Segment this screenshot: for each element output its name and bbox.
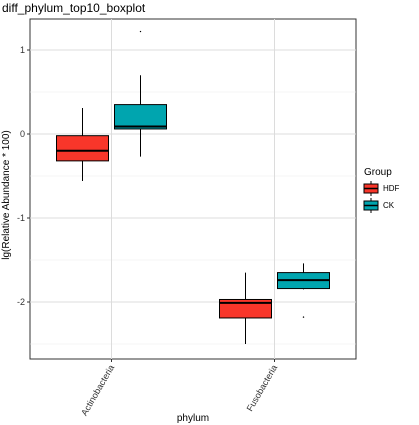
- legend-key-HDF: [363, 181, 379, 196]
- x-tick-label: Fusobacteria: [245, 363, 280, 413]
- box-CK-Actinobacteria: [114, 30, 167, 157]
- outlier-point: [139, 30, 142, 33]
- x-axis-title: phylum: [177, 413, 209, 424]
- y-axis: -2 -1 0 1: [17, 45, 30, 307]
- iqr-box: [56, 135, 109, 162]
- y-tick-label: 0: [20, 129, 25, 139]
- legend-label: CK: [383, 201, 395, 210]
- outlier-point: [302, 316, 305, 318]
- x-tick-label: Actinobacteria: [79, 363, 116, 417]
- y-tick-label: -2: [17, 297, 25, 307]
- y-tick-label: 1: [20, 45, 25, 55]
- box-HDF-Actinobacteria: [56, 107, 109, 182]
- panel-border: [29, 18, 357, 360]
- box-CK-Fusobacteria: [277, 263, 330, 318]
- legend-label: HDF: [383, 184, 400, 193]
- y-axis-title: lg(Relative Abundance * 100): [1, 130, 12, 260]
- iqr-box: [219, 298, 272, 319]
- legend-key-CK: [363, 198, 379, 213]
- y-tick-label: -1: [17, 213, 25, 223]
- boxes: [56, 30, 330, 344]
- iqr-box: [114, 104, 167, 130]
- legend-title: Group: [364, 167, 392, 178]
- chart-title: diff_phylum_top10_boxplot: [2, 1, 146, 15]
- x-axis: Actinobacteria Fusobacteria: [79, 359, 279, 417]
- legend: Group HDF CK: [363, 167, 400, 213]
- box-HDF-Fusobacteria: [219, 272, 272, 344]
- plot-panel: [29, 18, 357, 360]
